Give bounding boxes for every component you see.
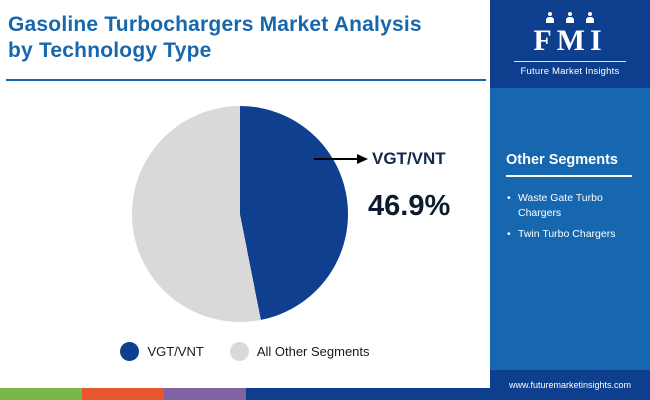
callout-arrow [314, 154, 368, 164]
legend-swatch-gray [229, 342, 249, 361]
sidebar-underline [506, 175, 632, 177]
legend-item-all-other: All Other Segments [229, 342, 370, 361]
stripe-green [0, 388, 82, 400]
header: Gasoline Turbochargers Market Analysis b… [0, 0, 490, 88]
stripe-orange [82, 388, 164, 400]
list-item: Twin Turbo Chargers [506, 227, 638, 242]
page-title: Gasoline Turbochargers Market Analysis b… [8, 13, 422, 62]
person-icon [585, 12, 595, 23]
person-icon [565, 12, 575, 23]
stripe-navy [246, 388, 490, 400]
logo-panel: FMI Future Market Insights [490, 0, 650, 88]
person-icon [545, 12, 555, 23]
title-underline [6, 79, 486, 81]
fmi-logo: FMI [533, 24, 607, 57]
callout-slice-label: VGT/VNT [372, 149, 446, 168]
callout-slice-value: 46.9% [368, 190, 451, 222]
pie-chart [132, 106, 348, 322]
chart-legend: VGT/VNT All Other Segments [0, 342, 490, 361]
list-item: Waste Gate Turbo Chargers [506, 191, 638, 220]
logo-divider [514, 61, 626, 62]
logo-icons [545, 11, 595, 23]
legend-item-vgt-vnt: VGT/VNT [120, 342, 204, 361]
logo-subtitle: Future Market Insights [520, 66, 620, 77]
legend-swatch-blue [120, 342, 140, 361]
footer-url: www.futuremarketinsights.com [490, 370, 650, 400]
legend-label: VGT/VNT [147, 344, 204, 359]
sidebar-heading: Other Segments [506, 152, 618, 168]
stripe-purple [164, 388, 246, 400]
sidebar-other-segments: Other Segments Waste Gate Turbo Chargers… [490, 88, 650, 370]
legend-label: All Other Segments [256, 344, 370, 359]
sidebar-list: Waste Gate Turbo Chargers Twin Turbo Cha… [506, 191, 638, 242]
footer-url-text: www.futuremarketinsights.com [508, 380, 632, 390]
bottom-stripes [0, 388, 490, 400]
